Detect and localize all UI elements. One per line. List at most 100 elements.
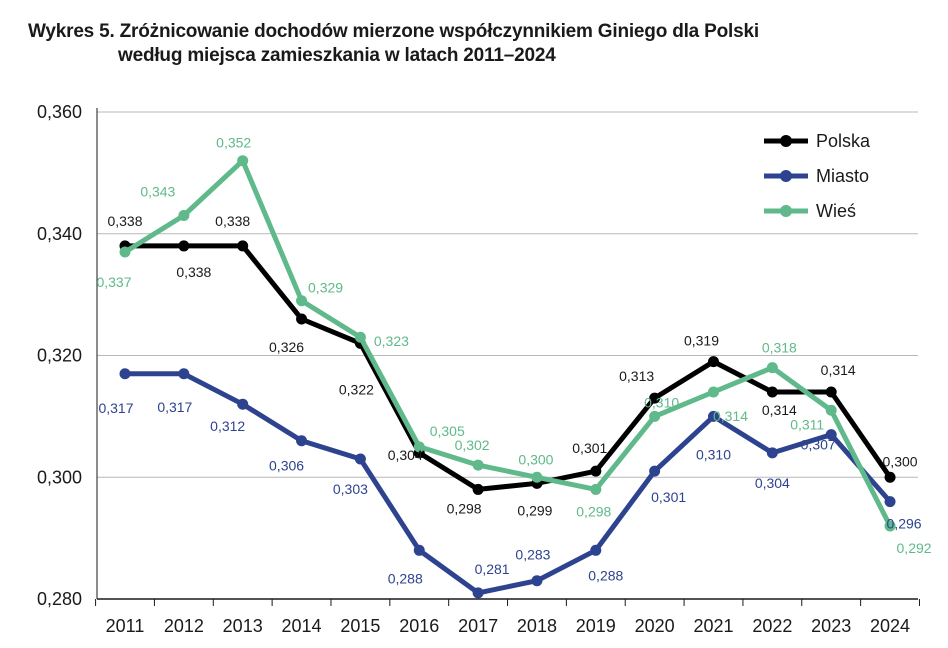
data-point	[766, 386, 778, 398]
data-label: 0,329	[308, 280, 343, 296]
data-label: 0,298	[576, 503, 611, 519]
data-point	[119, 368, 131, 380]
x-tick-label: 2017	[458, 616, 498, 636]
x-tick-label: 2023	[811, 616, 851, 636]
data-point	[825, 429, 837, 441]
series-line-polska	[125, 243, 893, 492]
data-point	[354, 331, 366, 343]
data-point	[825, 404, 837, 416]
data-point	[590, 483, 602, 495]
data-label: 0,288	[588, 567, 623, 583]
data-point	[708, 386, 719, 398]
data-label: 0,281	[475, 561, 510, 577]
data-label: 0,298	[447, 500, 482, 516]
data-label: 0,338	[176, 264, 211, 280]
data-point	[590, 544, 602, 556]
data-point	[649, 410, 661, 422]
chart-title-line1: Wykres 5. Zróżnicowanie dochodów mierzon…	[28, 21, 759, 42]
data-point	[590, 465, 602, 477]
y-tick-label: 0,360	[37, 102, 82, 122]
data-point	[472, 459, 484, 471]
data-label: 0,310	[644, 394, 679, 410]
data-label: 0,326	[269, 339, 304, 355]
legend-marker	[780, 135, 792, 147]
x-tick-label: 2024	[870, 616, 910, 636]
data-point	[766, 447, 778, 459]
x-tick-label: 2015	[340, 616, 380, 636]
x-tick-label: 2019	[576, 616, 616, 636]
x-tick-label: 2022	[752, 616, 792, 636]
data-label: 0,304	[388, 447, 423, 463]
data-point	[531, 471, 543, 483]
data-label: 0,305	[430, 423, 465, 439]
chart-title: Wykres 5. Zróżnicowanie dochodów mierzon…	[28, 20, 759, 68]
data-label: 0,323	[374, 333, 409, 349]
data-point	[119, 246, 131, 258]
data-label: 0,304	[755, 475, 790, 491]
y-tick-label: 0,300	[37, 467, 82, 487]
data-point	[413, 441, 425, 453]
data-point	[178, 240, 190, 252]
data-label: 0,307	[801, 437, 836, 453]
x-tick-label: 2021	[693, 616, 733, 636]
data-point	[531, 575, 543, 587]
data-point	[884, 471, 896, 483]
data-label: 0,299	[517, 502, 552, 518]
legend-marker	[780, 170, 792, 182]
y-tick-label: 0,320	[37, 346, 82, 366]
data-point	[825, 386, 837, 398]
x-tick-label: 2014	[282, 616, 322, 636]
data-label: 0,313	[619, 368, 654, 384]
series-line-miasto	[125, 371, 892, 596]
data-label: 0,301	[572, 440, 607, 456]
data-point	[413, 544, 425, 556]
data-label: 0,322	[339, 381, 374, 397]
legend-label: Wieś	[816, 201, 856, 221]
data-label: 0,306	[269, 458, 304, 474]
x-tick-label: 2012	[164, 616, 204, 636]
data-label: 0,300	[518, 451, 553, 467]
x-tick-label: 2020	[635, 616, 675, 636]
data-point	[708, 410, 719, 422]
data-point	[296, 435, 308, 447]
series-line-wieś	[123, 158, 893, 528]
data-point	[472, 483, 484, 495]
data-label: 0,303	[333, 481, 368, 497]
data-point	[237, 398, 249, 410]
data-point	[649, 392, 661, 404]
data-label: 0,338	[107, 213, 142, 229]
data-point	[884, 520, 896, 532]
data-label: 0,317	[98, 400, 133, 416]
x-tick-label: 2018	[517, 616, 557, 636]
data-label: 0,314	[713, 408, 748, 424]
data-label: 0,302	[455, 437, 490, 453]
data-label: 0,312	[210, 418, 245, 434]
x-tick-label: 2016	[399, 616, 439, 636]
data-label: 0,314	[762, 402, 797, 418]
legend-label: Polska	[816, 131, 871, 151]
data-label: 0,337	[96, 274, 131, 290]
data-point	[178, 209, 190, 221]
data-point	[237, 155, 249, 167]
data-point	[237, 240, 249, 252]
legend-label: Miasto	[816, 166, 869, 186]
data-point	[708, 356, 719, 368]
data-label: 0,338	[215, 213, 250, 229]
data-point	[472, 587, 484, 599]
data-point	[766, 362, 778, 374]
legend-marker	[780, 205, 792, 217]
data-label: 0,283	[515, 547, 550, 563]
data-label: 0,310	[696, 446, 731, 462]
x-tick-label: 2013	[223, 616, 263, 636]
data-label: 0,318	[762, 340, 797, 356]
y-tick-label: 0,280	[37, 589, 82, 609]
data-label: 0,311	[790, 416, 824, 432]
data-label: 0,296	[887, 516, 922, 532]
data-label: 0,343	[140, 183, 175, 199]
data-point	[354, 453, 366, 465]
data-label: 0,352	[216, 135, 251, 151]
x-tick-label: 2011	[106, 616, 145, 636]
chart-title-line2: według miejsca zamieszkania w latach 201…	[118, 45, 556, 66]
data-label: 0,288	[388, 570, 423, 586]
